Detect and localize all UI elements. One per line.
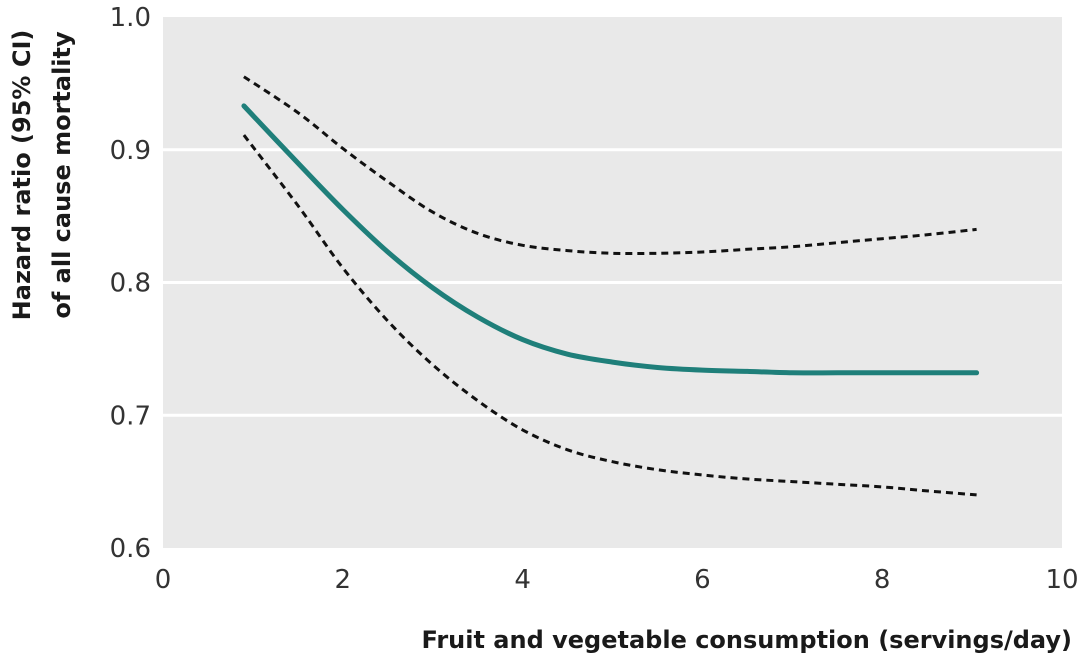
series-layer — [241, 75, 980, 497]
y-axis-ticks: 0.6 0.7 0.8 0.9 1.0 — [110, 3, 151, 564]
y-tick-label: 0.7 — [110, 401, 151, 431]
gridlines — [163, 148, 1062, 417]
x-tick-label: 0 — [155, 565, 172, 595]
y-tick-label: 0.6 — [110, 534, 151, 564]
y-tick-label: 0.9 — [110, 136, 151, 166]
x-tick-label: 4 — [514, 565, 531, 595]
x-axis-ticks: 0 2 4 6 8 10 — [155, 565, 1079, 595]
x-tick-label: 6 — [694, 565, 711, 595]
y-tick-label: 0.8 — [110, 269, 151, 299]
series-hazard-ratio-line — [241, 103, 980, 376]
series-upper-ci-line — [243, 75, 977, 256]
x-axis-title: Fruit and vegetable consumption (serving… — [421, 626, 1072, 654]
x-tick-label: 8 — [874, 565, 891, 595]
y-tick-label: 1.0 — [110, 3, 151, 33]
series-lower-ci-line — [242, 134, 977, 497]
y-axis-title-line-2: of all cause mortality — [48, 31, 76, 319]
x-tick-label: 2 — [335, 565, 352, 595]
y-axis-title-line-1: Hazard ratio (95% CI) — [8, 30, 36, 321]
x-tick-label: 10 — [1045, 565, 1078, 595]
